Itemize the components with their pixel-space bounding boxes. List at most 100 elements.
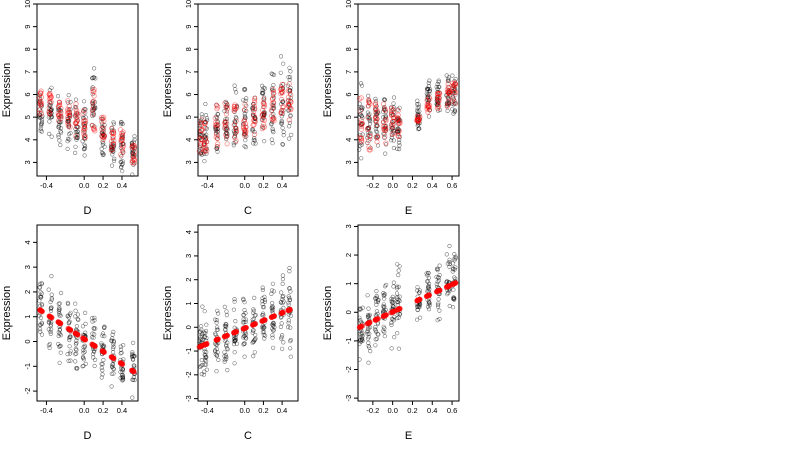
fitted-point xyxy=(224,105,230,112)
observed-point xyxy=(279,114,284,119)
observed-point xyxy=(375,299,381,304)
fitted-point xyxy=(120,149,126,155)
fitted-point xyxy=(375,133,381,140)
observed-point xyxy=(436,297,441,302)
observed-point xyxy=(390,112,395,117)
fitted-point xyxy=(446,90,452,96)
observed-point xyxy=(90,122,95,128)
x-tick-label: -0.4 xyxy=(201,181,214,190)
fitted-point xyxy=(129,158,135,164)
fitted-point xyxy=(268,107,275,113)
fitted-point xyxy=(260,111,266,118)
observed-point xyxy=(232,83,237,88)
observed-point xyxy=(215,308,220,313)
fitted-point xyxy=(287,99,294,105)
fitted-point xyxy=(232,134,238,140)
observed-point xyxy=(222,126,227,131)
fitted-point xyxy=(89,122,95,129)
observed-point xyxy=(452,98,457,103)
fitted-point xyxy=(233,118,239,124)
observed-point xyxy=(214,146,219,151)
fitted-point xyxy=(199,128,205,134)
observed-point xyxy=(261,100,266,105)
observed-point xyxy=(68,334,73,339)
observed-point xyxy=(259,325,265,330)
observed-point xyxy=(262,336,267,341)
observed-point xyxy=(281,129,286,135)
observed-point xyxy=(39,281,45,286)
fitted-point xyxy=(111,138,117,144)
fitted-points xyxy=(37,307,137,375)
observed-point xyxy=(285,83,291,88)
observed-point xyxy=(111,344,116,350)
fitted-point xyxy=(356,96,363,102)
observed-point xyxy=(395,146,400,151)
fitted-point xyxy=(279,85,285,92)
observed-point xyxy=(130,159,135,164)
panel-3: -0.2 0.0 0.2 0.4 0.6 3 4 5 6 7 8 9 10 E Expression xyxy=(322,0,460,217)
fitted-point xyxy=(366,99,372,105)
fitted-point xyxy=(118,133,124,139)
observed-point xyxy=(58,142,63,148)
observed-point xyxy=(91,326,97,331)
observed-points xyxy=(357,243,458,365)
observed-point xyxy=(269,122,274,127)
observed-point xyxy=(110,364,115,369)
observed-point xyxy=(395,126,401,131)
observed-point xyxy=(366,314,371,319)
observed-point xyxy=(82,124,88,129)
observed-point xyxy=(360,121,365,126)
observed-point xyxy=(46,287,51,292)
observed-point xyxy=(434,98,439,103)
observed-point xyxy=(73,342,78,347)
y-axis-title: Expression xyxy=(322,63,334,117)
fitted-point xyxy=(358,136,364,142)
observed-point xyxy=(288,91,293,96)
observed-point xyxy=(131,151,136,156)
observed-point xyxy=(82,129,87,134)
fitted-point xyxy=(397,305,403,312)
observed-point xyxy=(224,109,229,114)
observed-point xyxy=(437,90,442,95)
fitted-point xyxy=(425,104,431,110)
observed-point xyxy=(233,319,238,324)
y-axis-title: Expression xyxy=(162,286,174,340)
observed-point xyxy=(47,345,52,351)
fitted-point xyxy=(286,81,292,87)
observed-point xyxy=(358,307,363,312)
fitted-point xyxy=(382,107,388,114)
plot-frame xyxy=(36,3,139,177)
observed-point xyxy=(121,343,126,348)
observed-point xyxy=(280,346,285,351)
fitted-point xyxy=(131,156,138,163)
fitted-point xyxy=(100,134,106,140)
observed-point xyxy=(445,261,450,266)
observed-point xyxy=(357,315,362,320)
fitted-point xyxy=(90,111,96,117)
observed-point xyxy=(280,111,286,117)
observed-point xyxy=(40,113,45,119)
fitted-point xyxy=(82,134,88,141)
observed-point xyxy=(73,308,78,313)
fitted-point xyxy=(131,157,137,163)
fitted-point xyxy=(73,120,79,126)
observed-point xyxy=(452,101,457,106)
observed-point xyxy=(259,117,265,122)
observed-point xyxy=(199,112,204,117)
observed-point xyxy=(68,310,73,315)
observed-point xyxy=(232,119,237,124)
observed-point xyxy=(99,134,104,139)
observed-point xyxy=(119,162,125,168)
x-axis-title: E xyxy=(405,430,412,442)
observed-point xyxy=(381,304,386,309)
y-tick-label: 10 xyxy=(23,0,32,8)
observed-point xyxy=(81,357,86,362)
observed-point xyxy=(447,257,452,262)
observed-point xyxy=(252,129,257,135)
fitted-point xyxy=(445,90,452,96)
observed-point xyxy=(75,312,80,317)
fitted-point xyxy=(251,118,258,124)
fitted-point xyxy=(198,137,204,143)
fitted-point xyxy=(120,142,126,148)
observed-point xyxy=(223,99,228,104)
